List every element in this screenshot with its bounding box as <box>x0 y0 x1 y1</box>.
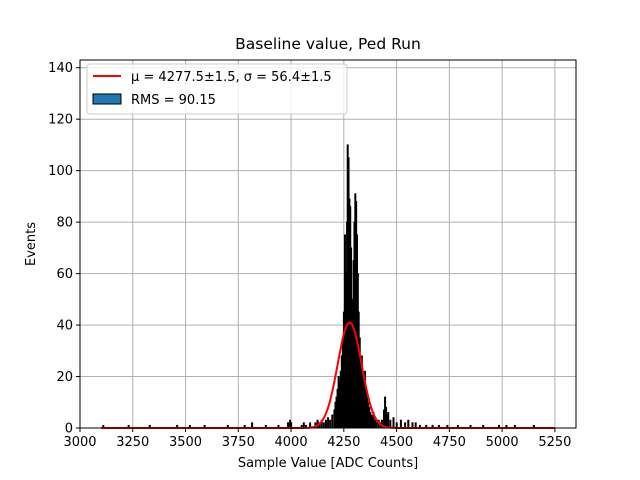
y-tick-label: 80 <box>56 216 73 231</box>
y-tick-label: 60 <box>56 267 73 282</box>
x-tick-label: 3250 <box>116 435 149 450</box>
plot-area-frame <box>79 59 577 429</box>
x-axis-label: Sample Value [ADC Counts] <box>238 456 418 471</box>
histogram-bar <box>392 417 395 429</box>
histogram-bar <box>387 412 390 429</box>
x-tick-label: 4000 <box>275 435 308 450</box>
histogram-bar <box>327 417 330 429</box>
y-tick-label: 140 <box>48 61 73 76</box>
x-tick-label: 4250 <box>327 435 360 450</box>
chart-title: Baseline value, Ped Run <box>235 35 421 53</box>
histogram-bar <box>407 419 410 429</box>
legend-fit-label: μ = 4277.5±1.5, σ = 56.4±1.5 <box>131 70 332 85</box>
x-tick-label: 4750 <box>433 435 466 450</box>
histogram-bar <box>399 419 402 429</box>
histogram-bar <box>324 419 327 429</box>
x-tick-label: 5250 <box>538 435 571 450</box>
legend: μ = 4277.5±1.5, σ = 56.4±1.5 RMS = 90.15 <box>86 63 348 115</box>
legend-hist-label: RMS = 90.15 <box>131 93 216 108</box>
y-axis-label: Events <box>24 222 39 266</box>
y-axis-ticks: 0 20 40 60 80 100 120 140 <box>48 61 80 437</box>
histogram-bar <box>331 414 334 429</box>
y-tick-label: 40 <box>56 319 73 334</box>
x-tick-label: 3750 <box>222 435 255 450</box>
x-axis-ticks: 3000 3250 3500 3750 4000 4250 4500 4750 5000 5250 <box>63 428 571 450</box>
x-tick-label: 3000 <box>63 435 96 450</box>
x-tick-label: 4500 <box>380 435 413 450</box>
histogram-bar <box>329 419 332 429</box>
y-tick-label: 100 <box>48 164 73 179</box>
x-tick-label: 5000 <box>486 435 519 450</box>
histogram-bar <box>322 422 325 429</box>
y-tick-label: 120 <box>48 113 73 128</box>
histogram-bar <box>375 422 378 429</box>
legend-hist-swatch <box>92 93 122 105</box>
legend-box <box>86 63 348 115</box>
x-tick-label: 3500 <box>169 435 202 450</box>
y-tick-label: 0 <box>65 422 73 437</box>
y-tick-label: 20 <box>56 370 73 385</box>
